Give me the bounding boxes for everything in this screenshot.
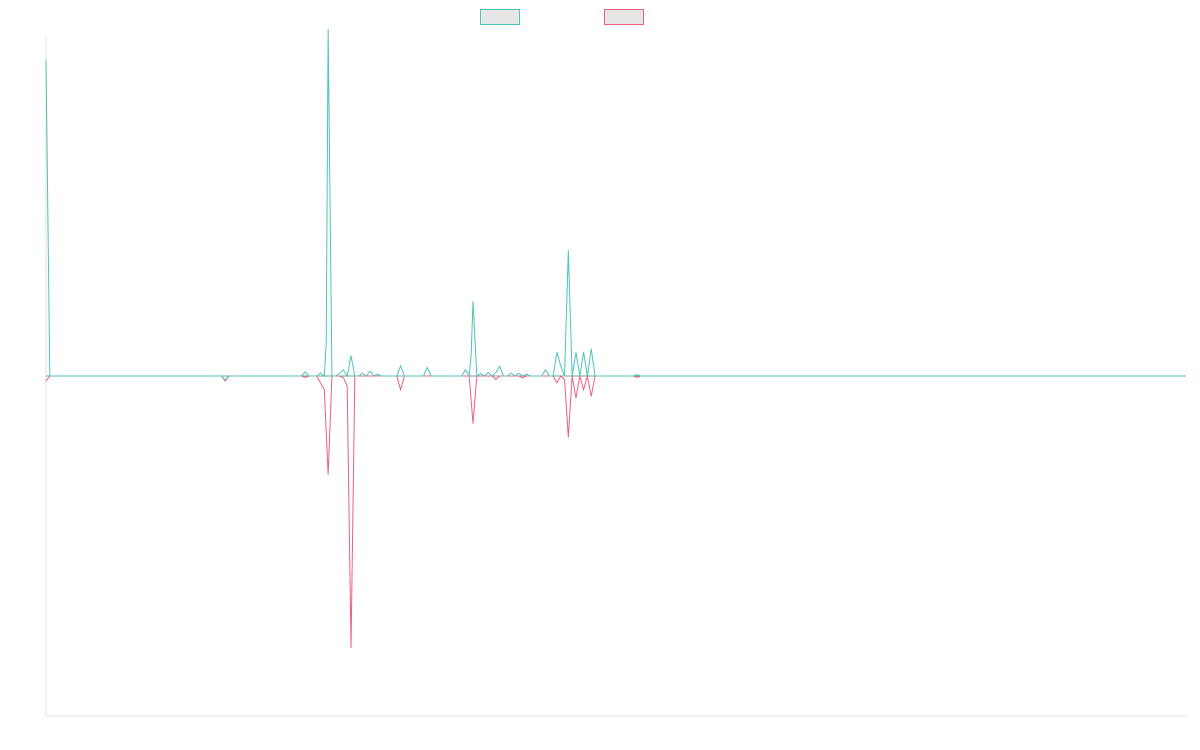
legend-swatch-series-1[interactable] <box>480 9 520 25</box>
series-line-1 <box>45 29 1186 381</box>
legend-swatch-series-2[interactable] <box>604 9 644 25</box>
series-line-2 <box>45 375 1186 649</box>
